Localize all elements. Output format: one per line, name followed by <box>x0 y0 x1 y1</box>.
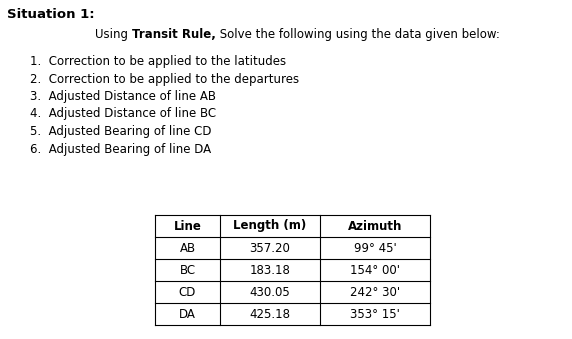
Text: 154° 00': 154° 00' <box>350 263 400 277</box>
Text: Azimuth: Azimuth <box>348 219 402 233</box>
Text: 357.20: 357.20 <box>249 241 291 255</box>
Text: 242° 30': 242° 30' <box>350 285 400 299</box>
Text: 425.18: 425.18 <box>249 307 291 320</box>
Text: 353° 15': 353° 15' <box>350 307 400 320</box>
Text: 5.  Adjusted Bearing of line CD: 5. Adjusted Bearing of line CD <box>30 125 212 138</box>
Text: 430.05: 430.05 <box>249 285 291 299</box>
Text: Line: Line <box>173 219 201 233</box>
Text: AB: AB <box>180 241 196 255</box>
Text: DA: DA <box>179 307 196 320</box>
Text: 3.  Adjusted Distance of line AB: 3. Adjusted Distance of line AB <box>30 90 216 103</box>
Text: 183.18: 183.18 <box>249 263 291 277</box>
Text: 1.  Correction to be applied to the latitudes: 1. Correction to be applied to the latit… <box>30 55 286 68</box>
Text: 4.  Adjusted Distance of line BC: 4. Adjusted Distance of line BC <box>30 107 216 120</box>
Text: 2.  Correction to be applied to the departures: 2. Correction to be applied to the depar… <box>30 73 299 85</box>
Text: Transit Rule,: Transit Rule, <box>132 28 216 41</box>
Text: CD: CD <box>179 285 196 299</box>
Text: Using: Using <box>95 28 132 41</box>
Text: Situation 1:: Situation 1: <box>7 8 94 21</box>
Text: 6.  Adjusted Bearing of line DA: 6. Adjusted Bearing of line DA <box>30 142 211 156</box>
Text: Length (m): Length (m) <box>233 219 307 233</box>
Text: Solve the following using the data given below:: Solve the following using the data given… <box>216 28 499 41</box>
Text: BC: BC <box>180 263 196 277</box>
Text: 99° 45': 99° 45' <box>353 241 396 255</box>
